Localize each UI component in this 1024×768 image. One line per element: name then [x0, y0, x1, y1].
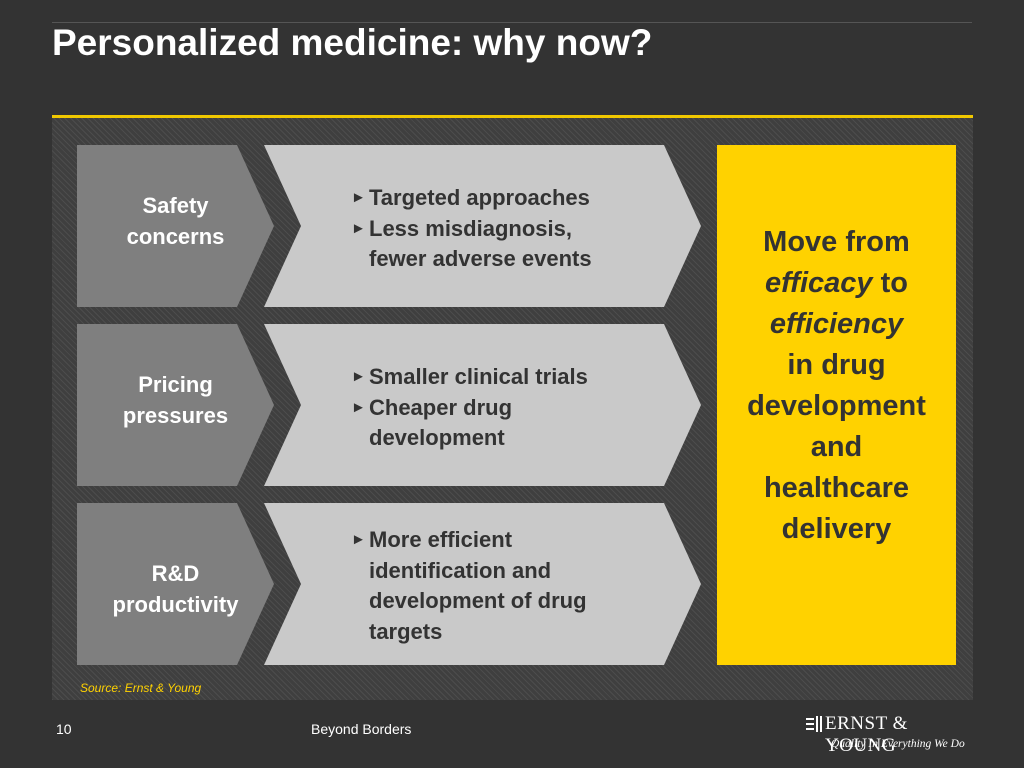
triangle-bullet-icon: ►: [351, 398, 366, 416]
company-logo: ERNST & YOUNG Quality In Everything We D…: [806, 712, 978, 756]
driver-chevron: Safety concerns: [77, 145, 274, 307]
logo-name: ERNST & YOUNG: [825, 713, 908, 756]
driver-row-rnd: R&D productivity ► More efficient identi…: [52, 503, 973, 665]
triangle-bullet-icon: ►: [351, 219, 366, 237]
conclusion-text: Move from efficacy to efficiency in drug…: [747, 226, 926, 545]
triangle-bullet-icon: ►: [351, 368, 366, 385]
ernst-young-logo-mark-icon: [806, 716, 822, 732]
logo-tagline: Quality In Everything We Do: [831, 738, 965, 750]
benefit-bullets: ► More efficient identification and deve…: [351, 525, 651, 647]
benefit-chevron: ► Targeted approaches ► Less misdiagnosi…: [264, 145, 701, 307]
bullet-item: ► More efficient identification and deve…: [351, 525, 651, 647]
page-number: 10: [56, 721, 72, 737]
source-note: Source: Ernst & Young: [80, 681, 202, 695]
title-top-rule: [52, 22, 972, 23]
bullet-item: ► Targeted approaches: [351, 183, 651, 214]
driver-label: Pricing pressures: [122, 372, 229, 428]
driver-label: Safety concerns: [126, 193, 225, 249]
benefit-chevron: ► Smaller clinical trials ► Cheaper drug…: [264, 324, 701, 486]
footer-text: Beyond Borders: [311, 721, 412, 737]
triangle-bullet-icon: ►: [351, 189, 366, 206]
benefit-chevron: ► More efficient identification and deve…: [264, 503, 701, 665]
content-panel: Safety concerns ► Targeted approaches ► …: [52, 115, 973, 700]
conclusion-box: Move from efficacy to efficiency in drug…: [717, 145, 956, 665]
bullet-item: ► Less misdiagnosis, fewer adverse event…: [351, 214, 651, 275]
bullet-item: ► Smaller clinical trials: [351, 362, 651, 393]
driver-chevron: R&D productivity: [77, 503, 274, 665]
slide-title: Personalized medicine: why now?: [52, 22, 653, 63]
driver-label: R&D productivity: [112, 561, 239, 617]
driver-chevron: Pricing pressures: [77, 324, 274, 486]
triangle-bullet-icon: ►: [351, 531, 366, 548]
benefit-bullets: ► Targeted approaches ► Less misdiagnosi…: [351, 183, 651, 275]
bullet-item: ► Cheaper drug development: [351, 393, 651, 454]
benefit-bullets: ► Smaller clinical trials ► Cheaper drug…: [351, 362, 651, 454]
driver-row-safety: Safety concerns ► Targeted approaches ► …: [52, 145, 973, 307]
driver-row-pricing: Pricing pressures ► Smaller clinical tri…: [52, 324, 973, 486]
